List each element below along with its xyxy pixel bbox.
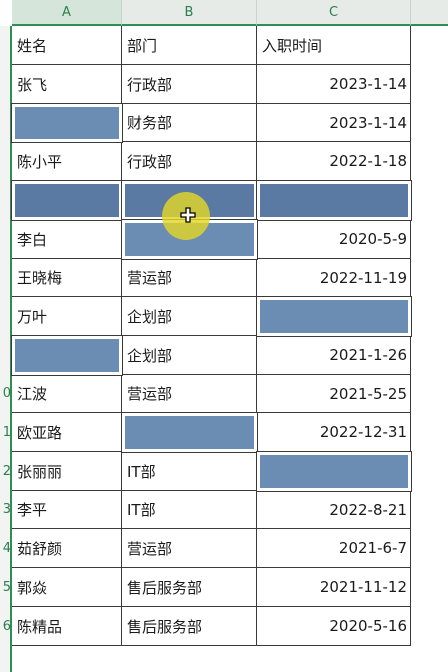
sheet-bottom-edge xyxy=(0,647,448,672)
cell-name[interactable]: 李平 xyxy=(12,491,122,529)
cell-date[interactable] xyxy=(256,451,412,492)
cell-dept[interactable]: IT部 xyxy=(122,491,257,529)
cell-date[interactable]: 2020-5-9 xyxy=(257,220,411,259)
cell-dept[interactable] xyxy=(121,412,258,453)
cell-dept[interactable]: 行政部 xyxy=(122,65,257,104)
row-number[interactable] xyxy=(0,142,12,181)
cell-name[interactable]: 张飞 xyxy=(12,65,122,104)
row-number[interactable] xyxy=(0,181,12,220)
row-number[interactable] xyxy=(0,297,12,336)
row-number[interactable] xyxy=(0,104,12,142)
row-number[interactable]: 6 xyxy=(2,619,11,634)
cell-date[interactable] xyxy=(256,296,412,337)
cell-date[interactable]: 2021-6-7 xyxy=(257,529,411,568)
cell-name[interactable] xyxy=(11,103,123,143)
row-number[interactable]: 5 xyxy=(2,580,11,595)
cell-date[interactable]: 2023-1-14 xyxy=(257,104,411,142)
row-number[interactable]: 0 xyxy=(2,386,11,401)
row-number[interactable]: 2 xyxy=(2,464,11,479)
cell-date[interactable]: 2022-11-19 xyxy=(257,259,411,297)
cell-dept[interactable]: 行政部 xyxy=(122,142,257,181)
cell-name[interactable]: 张丽丽 xyxy=(12,452,122,491)
row-number[interactable]: 1 xyxy=(2,425,11,440)
cell-date[interactable] xyxy=(256,180,412,221)
cell-date[interactable]: 2023-1-14 xyxy=(257,65,411,104)
cell-dept[interactable]: 营运部 xyxy=(122,259,257,297)
cell-name[interactable]: 陈小平 xyxy=(12,142,122,181)
cell-date[interactable]: 2022-12-31 xyxy=(257,413,411,452)
cell-date[interactable]: 2021-11-12 xyxy=(257,568,411,607)
cell-name[interactable]: 王晓梅 xyxy=(12,259,122,297)
cell-dept[interactable]: 营运部 xyxy=(122,375,257,413)
cell-date[interactable]: 2022-1-18 xyxy=(257,142,411,181)
cell-date[interactable]: 2022-8-21 xyxy=(257,491,411,529)
cell-dept[interactable]: IT部 xyxy=(122,452,257,491)
row-number[interactable]: 3 xyxy=(2,502,11,517)
column-header-b[interactable]: B xyxy=(122,0,257,26)
row-number[interactable] xyxy=(0,220,12,259)
cell-name[interactable]: 欧亚路 xyxy=(12,413,122,452)
row-number-strip xyxy=(0,26,12,672)
cell-dept[interactable]: 财务部 xyxy=(122,104,257,142)
header-cell-dept[interactable]: 部门 xyxy=(122,26,257,65)
cell-date[interactable]: 2020-5-16 xyxy=(257,607,411,646)
header-cell-date[interactable]: 入职时间 xyxy=(257,26,411,65)
cell-date[interactable]: 2021-1-26 xyxy=(257,336,411,375)
cell-dept[interactable]: 售后服务部 xyxy=(122,568,257,607)
row-number[interactable]: 4 xyxy=(2,541,11,556)
crosshair-plus-icon xyxy=(180,207,196,223)
cell-dept[interactable]: 企划部 xyxy=(122,336,257,375)
cell-name[interactable]: 万叶 xyxy=(12,297,122,336)
cell-name[interactable] xyxy=(11,180,123,221)
column-header-a[interactable]: A xyxy=(12,0,122,26)
row-number[interactable] xyxy=(0,259,12,297)
cell-name[interactable]: 李白 xyxy=(12,220,122,259)
column-header-c[interactable]: C xyxy=(257,0,411,26)
cell-name[interactable]: 江波 xyxy=(12,375,122,413)
cell-name[interactable]: 陈精品 xyxy=(12,607,122,646)
cell-date[interactable]: 2021-5-25 xyxy=(257,375,411,413)
row-number[interactable] xyxy=(0,65,12,104)
cell-dept[interactable]: 售后服务部 xyxy=(122,607,257,646)
cell-dept[interactable]: 企划部 xyxy=(122,297,257,336)
column-header-spacer xyxy=(411,0,448,26)
header-cell-name[interactable]: 姓名 xyxy=(12,26,122,65)
cell-name[interactable] xyxy=(11,335,123,376)
cell-dept[interactable]: 营运部 xyxy=(122,529,257,568)
row-number[interactable] xyxy=(0,336,12,375)
cell-name[interactable]: 茹舒颜 xyxy=(12,529,122,568)
cell-name[interactable]: 郭焱 xyxy=(12,568,122,607)
